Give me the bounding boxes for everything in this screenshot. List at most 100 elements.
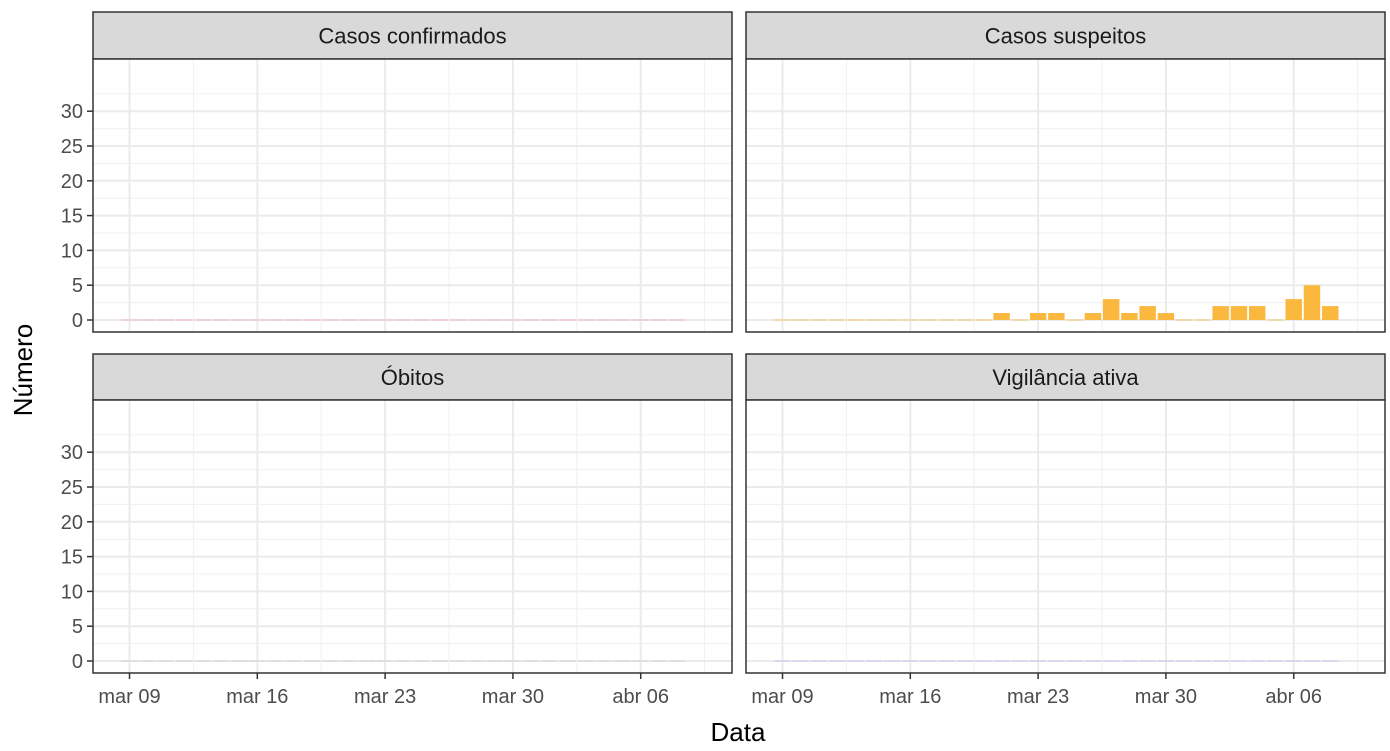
bar [956,319,974,321]
bar [176,319,193,321]
bar [902,660,919,662]
bar [376,319,394,321]
bar [1175,319,1193,321]
bar [212,660,230,662]
panel-strip [92,353,733,401]
y-tick-label: 15 [61,547,83,569]
bar [1212,660,1229,662]
y-tick-label: 30 [61,442,83,464]
bar [121,660,138,662]
bar [792,660,809,662]
bar [632,319,649,321]
bar [376,660,394,662]
bar [956,660,974,662]
bar [1322,306,1339,320]
bar [1285,660,1302,662]
bar [810,319,828,321]
panel-title: Casos suspeitos [985,24,1146,49]
panel-border [92,58,733,333]
bar [541,319,558,321]
bar [1285,299,1302,320]
bar [595,319,613,321]
bar [468,660,485,662]
y-tick-label: 10 [61,240,83,262]
y-tick-label: 10 [61,581,83,603]
bar [810,660,828,662]
bar [322,319,339,321]
bar [522,319,540,321]
bar [1194,319,1211,321]
bar [194,319,211,321]
y-tick-label: 30 [61,101,83,123]
bar [1157,313,1175,320]
bar [267,660,284,662]
y-tick-label: 5 [72,616,83,638]
bar [577,660,595,662]
bar [1011,319,1029,321]
bar [212,319,230,321]
bar [559,319,576,321]
bar [1139,306,1156,320]
bar [993,313,1010,320]
bar [322,660,339,662]
bar [1139,660,1156,662]
bar [883,660,901,662]
x-tick-label: abr 06 [1265,686,1322,708]
bar [1248,660,1266,662]
panel-strip [92,11,733,60]
bar [1303,660,1321,662]
bar [1048,660,1065,662]
bar [1102,660,1120,662]
y-tick-label: 25 [61,136,83,158]
panel-2: Casos suspeitos [745,11,1386,333]
bar [1066,660,1083,662]
bar [1066,319,1083,321]
bar [1029,660,1047,662]
y-tick-label: 20 [61,512,83,534]
bar [1248,306,1266,320]
y-tick-label: 25 [61,477,83,499]
bar [121,319,138,321]
bar [157,319,175,321]
bar [230,319,248,321]
bar [194,660,211,662]
x-tick-label: mar 09 [751,686,813,708]
bar [541,660,558,662]
bar [1194,660,1211,662]
bar [358,319,376,321]
bar [938,660,956,662]
bar [650,660,668,662]
bar [1121,313,1138,320]
bar [431,660,449,662]
x-axis-title: Data [711,717,766,747]
x-tick-label: abr 06 [612,686,669,708]
bar [449,319,467,321]
bar [449,660,467,662]
bar [975,660,992,662]
bar [413,319,430,321]
panel-title: Óbitos [381,365,445,390]
x-tick-label: mar 23 [1007,686,1069,708]
bar [975,319,992,321]
bar [938,319,956,321]
panel-background [746,400,1385,673]
bar [1048,313,1065,320]
bar [395,319,412,321]
bar [614,319,631,321]
panel-4: Vigilância ativa mar 09 mar 16 mar 23 mar 30… [745,353,1386,708]
y-axis-title: Número [8,324,38,416]
panel-title: Casos confirmados [318,24,506,49]
bar [669,319,686,321]
y-tick-label: 15 [61,206,83,228]
bar [486,319,503,321]
x-tick-label: mar 16 [226,686,288,708]
x-tick-label: mar 09 [98,686,160,708]
bar [1303,285,1321,320]
bar [774,319,791,321]
bar [669,660,686,662]
bar [1029,313,1047,320]
bar [176,660,193,662]
bar [504,319,522,321]
panel-background [746,59,1385,332]
